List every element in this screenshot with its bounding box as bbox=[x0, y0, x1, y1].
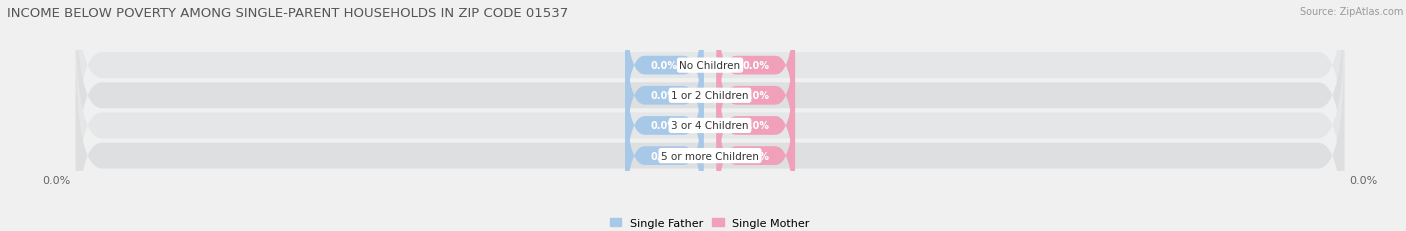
Text: 0.0%: 0.0% bbox=[651, 151, 678, 161]
FancyBboxPatch shape bbox=[76, 49, 1344, 231]
FancyBboxPatch shape bbox=[717, 75, 794, 231]
Text: 0.0%: 0.0% bbox=[651, 61, 678, 71]
FancyBboxPatch shape bbox=[76, 0, 1344, 173]
Text: Source: ZipAtlas.com: Source: ZipAtlas.com bbox=[1299, 7, 1403, 17]
FancyBboxPatch shape bbox=[717, 0, 794, 147]
Text: No Children: No Children bbox=[679, 61, 741, 71]
Text: 3 or 4 Children: 3 or 4 Children bbox=[671, 121, 749, 131]
Text: 0.0%: 0.0% bbox=[742, 151, 769, 161]
Text: INCOME BELOW POVERTY AMONG SINGLE-PARENT HOUSEHOLDS IN ZIP CODE 01537: INCOME BELOW POVERTY AMONG SINGLE-PARENT… bbox=[7, 7, 568, 20]
Text: 0.0%: 0.0% bbox=[651, 91, 678, 101]
Text: 0.0%: 0.0% bbox=[742, 61, 769, 71]
FancyBboxPatch shape bbox=[717, 45, 794, 207]
FancyBboxPatch shape bbox=[76, 19, 1344, 231]
FancyBboxPatch shape bbox=[626, 75, 703, 231]
Text: 0.0%: 0.0% bbox=[651, 121, 678, 131]
FancyBboxPatch shape bbox=[626, 0, 703, 147]
FancyBboxPatch shape bbox=[626, 45, 703, 207]
Text: 5 or more Children: 5 or more Children bbox=[661, 151, 759, 161]
FancyBboxPatch shape bbox=[626, 15, 703, 177]
FancyBboxPatch shape bbox=[717, 15, 794, 177]
Text: 0.0%: 0.0% bbox=[742, 121, 769, 131]
Text: 1 or 2 Children: 1 or 2 Children bbox=[671, 91, 749, 101]
FancyBboxPatch shape bbox=[76, 0, 1344, 203]
Legend: Single Father, Single Mother: Single Father, Single Mother bbox=[610, 218, 810, 228]
Text: 0.0%: 0.0% bbox=[742, 91, 769, 101]
